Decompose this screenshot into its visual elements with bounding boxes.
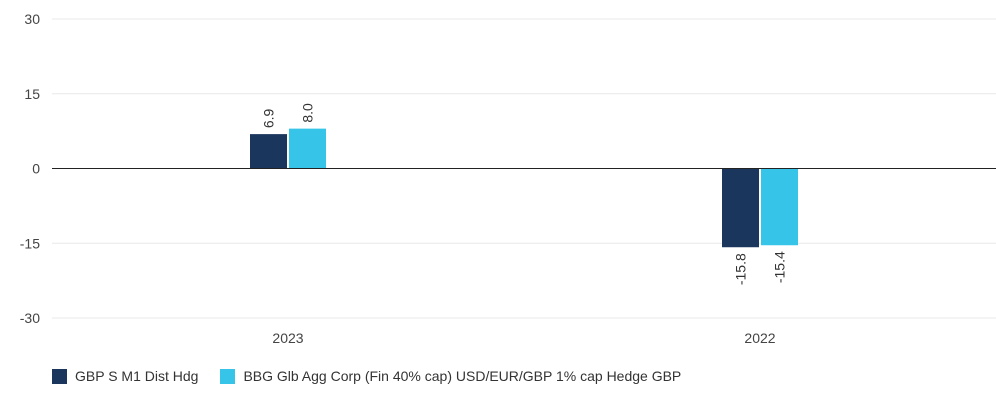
y-tick-label: -30	[20, 310, 40, 326]
y-axis-ticks: 30 15 0 -15 -30	[20, 11, 40, 326]
data-labels: 6.9 8.0 -15.8 -15.4	[261, 103, 788, 285]
bar	[250, 134, 287, 169]
data-label: -15.8	[733, 253, 749, 285]
y-tick-label: -15	[20, 235, 40, 251]
y-tick-label: 30	[24, 11, 40, 27]
legend-label: GBP S M1 Dist Hdg	[75, 368, 199, 384]
legend-label: BBG Glb Agg Corp (Fin 40% cap) USD/EUR/G…	[243, 368, 682, 384]
bar	[761, 168, 798, 246]
y-tick-label: 0	[32, 161, 40, 177]
category-labels: 2023 2022	[272, 330, 775, 346]
legend: GBP S M1 Dist Hdg BBG Glb Agg Corp (Fin …	[52, 368, 703, 384]
legend-swatch	[220, 368, 236, 384]
data-label: -15.4	[772, 251, 788, 283]
legend-item-series-2: BBG Glb Agg Corp (Fin 40% cap) USD/EUR/G…	[220, 368, 681, 384]
legend-item-series-1: GBP S M1 Dist Hdg	[52, 368, 198, 384]
data-label: 6.9	[261, 108, 277, 128]
legend-swatch	[52, 368, 67, 384]
bar	[289, 128, 326, 169]
bars	[250, 128, 798, 248]
bar	[722, 168, 759, 248]
data-label: 8.0	[300, 103, 316, 123]
x-tick-label: 2023	[272, 330, 303, 346]
x-tick-label: 2022	[744, 330, 775, 346]
gridlines	[52, 18, 996, 319]
y-tick-label: 15	[24, 86, 40, 102]
